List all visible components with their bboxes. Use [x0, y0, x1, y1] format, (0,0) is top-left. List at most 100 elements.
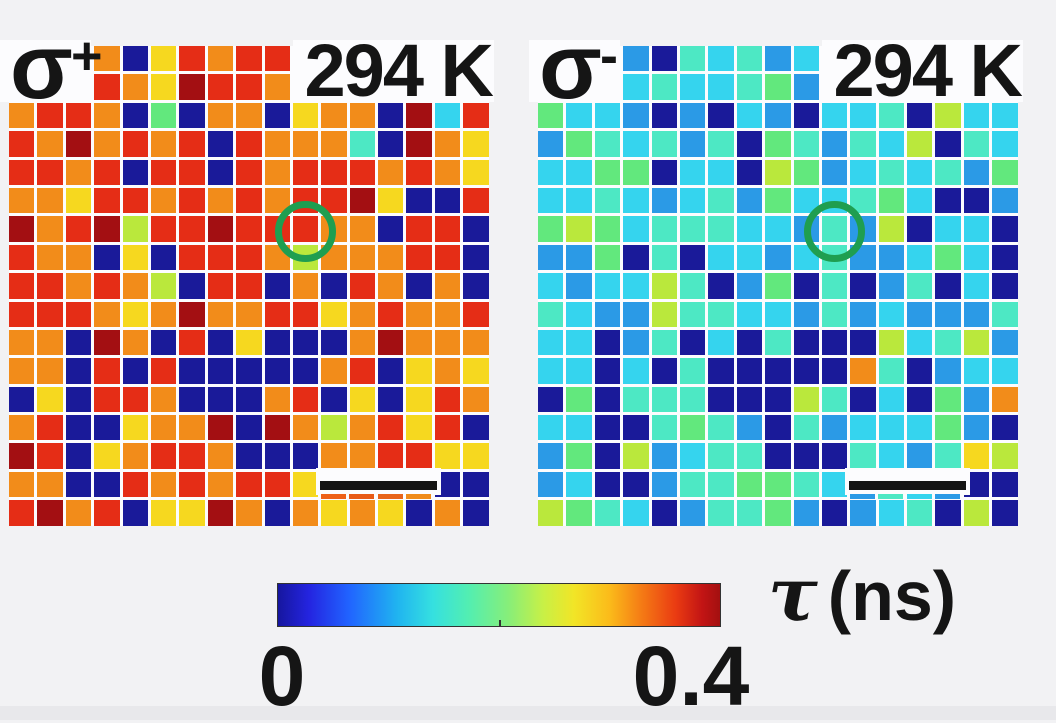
heatmap-cell — [406, 358, 432, 384]
heatmap-cell — [736, 329, 763, 356]
heatmap-cell — [623, 46, 649, 72]
heatmap-cell — [207, 471, 234, 498]
heatmap-cell — [150, 301, 177, 327]
heatmap-cell — [9, 187, 35, 214]
heatmap-cell — [37, 500, 63, 526]
heatmap-cell — [264, 500, 290, 526]
heatmap-cell — [378, 216, 404, 242]
heatmap-cell — [708, 415, 734, 441]
heatmap-cell — [679, 443, 706, 469]
heatmap-cell — [765, 415, 791, 441]
heatmap-cell — [623, 443, 649, 469]
heatmap-cell — [538, 187, 564, 214]
heatmap-cell — [37, 216, 63, 242]
heatmap-cell — [236, 131, 262, 157]
heatmap-cell — [651, 46, 677, 72]
heatmap-cell — [292, 386, 319, 413]
heatmap-cell — [236, 471, 262, 498]
heatmap-cell — [179, 358, 205, 384]
heatmap-cell — [538, 500, 564, 526]
heatmap-cell — [765, 244, 791, 271]
heatmap-cell — [992, 329, 1018, 356]
heatmap-cell — [623, 216, 649, 242]
heatmap-cell — [150, 471, 177, 498]
heatmap-cell — [207, 443, 234, 469]
heatmap-cell — [292, 358, 319, 384]
heatmap-cell — [94, 216, 120, 242]
scalebar-cell-slivers — [321, 494, 432, 499]
heatmap-cell — [992, 216, 1018, 242]
heatmap-cell — [963, 301, 990, 327]
heatmap-cell — [594, 358, 621, 384]
heatmap-cell — [9, 159, 35, 185]
heatmap-cell — [37, 273, 63, 299]
heatmap-cell — [207, 386, 234, 413]
heatmap-cell — [65, 329, 92, 356]
heatmap-cell — [378, 500, 404, 526]
heatmap-cell — [122, 187, 148, 214]
heatmap-cell — [236, 301, 262, 327]
polarization-label: σ+ — [10, 15, 104, 120]
heatmap-cell — [963, 216, 990, 242]
heatmap-cell — [935, 301, 961, 327]
heatmap-cell — [850, 386, 876, 413]
heatmap-cell — [264, 358, 290, 384]
heatmap-cell — [623, 244, 649, 271]
heatmap-cell — [65, 159, 92, 185]
heatmap-cell — [821, 358, 848, 384]
heatmap-cell — [765, 46, 791, 72]
heatmap-cell — [236, 500, 262, 526]
heatmap-cell — [679, 216, 706, 242]
heatmap-cell — [292, 159, 319, 185]
heatmap-cell — [378, 329, 404, 356]
heatmap-cell — [9, 471, 35, 498]
heatmap-cell — [264, 74, 290, 100]
heatmap-cell — [434, 358, 461, 384]
heatmap-cell — [150, 46, 177, 72]
heatmap-cell — [538, 443, 564, 469]
heatmap-cell — [992, 415, 1018, 441]
heatmap-cell — [264, 131, 290, 157]
heatmap-cell — [150, 329, 177, 356]
heatmap-cell — [821, 329, 848, 356]
heatmap-cell — [708, 329, 734, 356]
heatmap-cell — [122, 500, 148, 526]
heatmap-cell — [623, 273, 649, 299]
heatmap-cell — [406, 102, 432, 129]
heatmap-cell — [793, 329, 819, 356]
heatmap-cell — [594, 216, 621, 242]
heatmap-cell — [207, 102, 234, 129]
sigma-minus-superscript: - — [599, 26, 618, 86]
heatmap-cell — [122, 443, 148, 469]
heatmap-cell — [236, 46, 262, 72]
heatmap-cell — [463, 244, 489, 271]
heatmap-cell — [9, 102, 35, 129]
heatmap-cell — [992, 471, 1018, 498]
heatmap-cell — [907, 159, 933, 185]
heatmap-cell — [679, 329, 706, 356]
heatmap-cell — [179, 131, 205, 157]
heatmap-cell — [793, 74, 819, 100]
heatmap-cell — [765, 187, 791, 214]
heatmap-cells-sigma-minus — [538, 46, 1018, 526]
heatmap-cell — [765, 216, 791, 242]
heatmap-cell — [122, 159, 148, 185]
colorbar-axis-label: τ (ns) — [768, 558, 956, 632]
heatmap-cell — [179, 329, 205, 356]
heatmap-cell — [878, 187, 905, 214]
heatmap-cell — [292, 329, 319, 356]
heatmap-cell — [878, 273, 905, 299]
heatmap-cell — [651, 244, 677, 271]
heatmap-cell — [850, 329, 876, 356]
heatmap-cell — [9, 415, 35, 441]
sigma-plus-superscript: + — [70, 26, 103, 86]
heatmap-cell — [236, 244, 262, 271]
heatmap-cell — [236, 74, 262, 100]
highlight-circle — [804, 201, 865, 262]
heatmap-cell — [207, 159, 234, 185]
heatmap-cell — [935, 329, 961, 356]
heatmap-cell — [651, 273, 677, 299]
heatmap-cell — [679, 386, 706, 413]
colorbar-max-label: 0.4 — [632, 629, 750, 723]
heatmap-cell — [679, 102, 706, 129]
